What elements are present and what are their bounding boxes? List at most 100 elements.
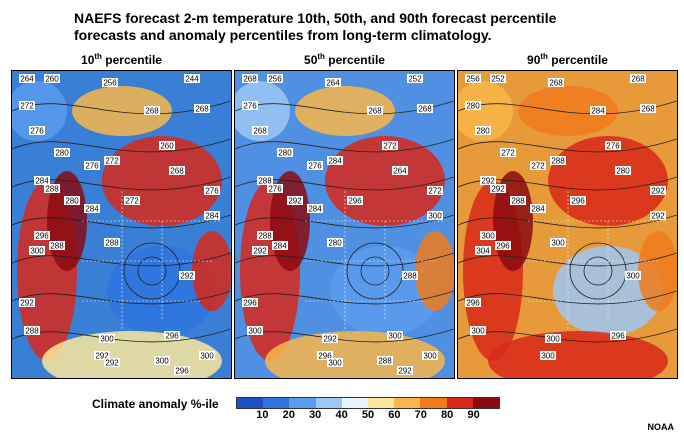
legend-tick-label: 30 <box>309 409 322 421</box>
isotherm-label: 272 <box>125 197 139 206</box>
isotherm-label: 256 <box>466 75 480 84</box>
isotherm-label-box <box>174 366 190 375</box>
isotherm-label-box <box>277 148 293 157</box>
isotherm-label-box <box>625 271 641 280</box>
isotherm-label-box <box>605 141 621 150</box>
isotherm-label-box <box>427 186 443 195</box>
isotherm-label: 272 <box>383 142 397 151</box>
contour-line <box>583 256 613 286</box>
isotherm-label: 292 <box>398 367 412 376</box>
isotherm-label: 276 <box>30 127 44 136</box>
isotherm-label: 292 <box>20 299 34 308</box>
isotherm-label: 300 <box>481 232 495 241</box>
isotherm-label: 276 <box>268 185 282 194</box>
isotherm-label: 268 <box>195 105 209 114</box>
isotherm-label-box <box>490 184 506 193</box>
isotherm-label-box <box>44 74 60 83</box>
isotherm-label: 284 <box>85 205 99 214</box>
isotherm-label: 296 <box>243 299 257 308</box>
panel-title-suffix: th <box>540 52 548 61</box>
isotherm-label: 268 <box>368 107 382 116</box>
isotherm-label: 284 <box>591 107 605 116</box>
isotherm-label: 284 <box>531 205 545 214</box>
isotherm-label: 296 <box>165 332 179 341</box>
isotherm-label: 288 <box>45 185 59 194</box>
legend-ticks: 10 20 30 40 50 60 70 80 90 <box>236 409 500 423</box>
isotherm-label-box <box>49 241 65 250</box>
isotherm-label-box <box>610 331 626 340</box>
isotherm-label: 280 <box>616 167 630 176</box>
isotherm-label: 300 <box>155 357 169 366</box>
isotherm-label-box <box>267 184 283 193</box>
isotherm-label: 300 <box>471 327 485 336</box>
isotherm-label-box <box>548 78 564 87</box>
contour-line <box>235 290 454 305</box>
isotherm-label-box <box>179 271 195 280</box>
isotherm-label: 276 <box>205 187 219 196</box>
isotherm-label-box <box>164 331 180 340</box>
isotherm-label-box <box>382 141 398 150</box>
isotherm-label-box <box>540 351 556 360</box>
isotherm-label-box <box>570 196 586 205</box>
isotherm-label: 300 <box>428 212 442 221</box>
figure-title: NAEFS forecast 2-m temperature 10th, 50t… <box>74 10 634 44</box>
legend-swatch <box>368 398 395 408</box>
isotherm-label: 288 <box>25 327 39 336</box>
anomaly-region <box>235 81 290 141</box>
contour-line <box>458 138 677 153</box>
isotherm-label-box <box>169 166 185 175</box>
isotherm-label-box <box>417 104 433 113</box>
isotherm-label-box <box>317 351 333 360</box>
legend-swatch <box>394 398 421 408</box>
isotherm-label-box <box>257 176 273 185</box>
isotherm-label: 288 <box>403 272 417 281</box>
isotherm-label: 292 <box>491 185 505 194</box>
isotherm-label-box <box>29 126 45 135</box>
panel-title-10th: 10th percentile <box>12 52 231 67</box>
anomaly-region <box>458 81 513 141</box>
isotherm-label-box <box>242 101 258 110</box>
map-svg: 264 260 244 268 256 272 268 276 260 268 280 276 272 2… <box>12 71 231 378</box>
isotherm-label-box <box>204 211 220 220</box>
isotherm-label-box <box>124 196 140 205</box>
isotherm-label-box <box>397 366 413 375</box>
isotherm-label-box <box>327 358 343 367</box>
isotherm-label: 300 <box>328 359 342 368</box>
legend-title: Climate anomaly %-ile <box>92 397 219 411</box>
isotherm-label: 252 <box>408 75 422 84</box>
isotherm-label-box <box>194 104 210 113</box>
panel-title-number: 90 <box>527 53 541 67</box>
isotherm-label: 288 <box>50 242 64 251</box>
contour-line <box>12 214 231 229</box>
panel-title-word: percentile <box>547 53 608 67</box>
isotherm-label: 268 <box>549 79 563 88</box>
isotherm-label-box <box>347 196 363 205</box>
isotherm-label-box <box>550 156 566 165</box>
isotherm-label: 292 <box>253 247 267 256</box>
panel-title-word: percentile <box>101 53 162 67</box>
isotherm-label-box <box>104 156 120 165</box>
isotherm-label-box <box>490 74 506 83</box>
isotherm-label: 284 <box>308 205 322 214</box>
panel-title-50th: 50th percentile <box>235 52 454 67</box>
panel-title-suffix: th <box>94 52 102 61</box>
isotherm-label: 276 <box>243 102 257 111</box>
isotherm-label-box <box>470 326 486 335</box>
isotherm-label-box <box>650 211 666 220</box>
isotherm-label: 288 <box>258 232 272 241</box>
isotherm-label-box <box>257 231 273 240</box>
isotherm-label: 268 <box>418 105 432 114</box>
isotherm-label-box <box>287 196 303 205</box>
isotherm-label: 256 <box>103 79 117 88</box>
isotherm-label-box <box>64 196 80 205</box>
state-boundary <box>82 191 222 331</box>
map-panel-50th: 268 256 252 268 264 276 268 268 272 264 280 276 284 2… <box>234 70 455 379</box>
isotherm-label-box <box>480 176 496 185</box>
isotherm-label: 292 <box>180 272 194 281</box>
isotherm-label-box <box>94 351 110 360</box>
isotherm-label-box <box>104 358 120 367</box>
isotherm-label-box <box>84 161 100 170</box>
map-svg: 256 252 268 268 268 280 284 280 276 280 272 272 288 2… <box>458 71 677 378</box>
panel-title-suffix: th <box>317 52 325 61</box>
anomaly-region <box>72 86 172 136</box>
